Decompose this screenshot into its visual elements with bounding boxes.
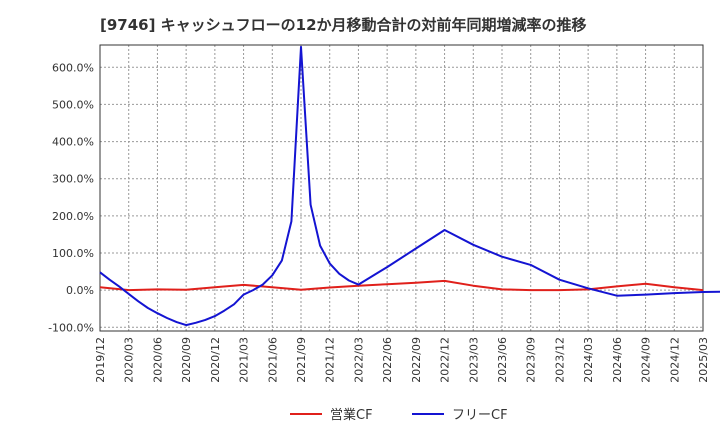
legend-operating-cf-label: 営業CF: [330, 407, 373, 423]
x-tick-label: 2023/09: [525, 337, 538, 383]
x-tick-label: 2024/03: [582, 337, 595, 383]
x-tick-label: 2021/12: [324, 337, 337, 383]
y-tick-label: 0.0%: [66, 284, 94, 297]
x-tick-label: 2023/12: [553, 337, 566, 383]
x-tick-label: 2021/09: [295, 337, 308, 383]
y-tick-label: -100.0%: [48, 321, 94, 334]
free-cf-line: [99, 45, 720, 327]
x-tick-label: 2020/06: [151, 337, 164, 383]
operating-cf-line: [99, 279, 704, 292]
grid-lines: [100, 45, 703, 331]
x-tick-label: 2024/12: [668, 337, 681, 383]
legend-free-cf-label: フリーCF: [452, 408, 508, 423]
x-tick-label: 2022/06: [381, 337, 394, 383]
x-tick-label: 2021/03: [238, 337, 251, 383]
y-tick-label: 200.0%: [52, 210, 94, 223]
x-tick-label: 2022/12: [439, 337, 452, 383]
x-tick-label: 2020/12: [209, 337, 222, 383]
x-tick-label: 2020/03: [123, 337, 136, 383]
x-tick-label: 2019/12: [94, 337, 107, 383]
x-tick-label: 2024/06: [611, 337, 624, 383]
chart-title: [9746] キャッシュフローの12か月移動合計の対前年同期増減率の推移: [100, 16, 587, 34]
y-tick-label: 500.0%: [52, 98, 94, 111]
legend: 営業CF フリーCF: [290, 407, 508, 423]
x-tick-label: 2023/06: [496, 337, 509, 383]
series-lines: [99, 45, 720, 327]
x-tick-label: 2025/03: [697, 337, 710, 383]
x-tick-label: 2024/09: [640, 337, 653, 383]
y-axis-ticks: -100.0% 0.0% 100.0% 200.0% 300.0% 400.0% 500.0…: [48, 61, 94, 334]
plot-area-frame: [99, 44, 704, 332]
x-tick-label: 2022/03: [352, 337, 365, 383]
y-tick-label: 300.0%: [52, 173, 94, 186]
x-tick-label: 2021/06: [266, 337, 279, 383]
x-tick-label: 2022/09: [410, 337, 423, 383]
x-tick-label: 2020/09: [180, 337, 193, 383]
x-tick-label: 2023/03: [467, 337, 480, 383]
y-tick-label: 100.0%: [52, 247, 94, 260]
y-tick-label: 600.0%: [52, 61, 94, 74]
y-tick-label: 400.0%: [52, 136, 94, 149]
x-axis-ticks: 2019/12 2020/03 2020/06 2020/09 2020/12 2021/…: [94, 337, 710, 383]
